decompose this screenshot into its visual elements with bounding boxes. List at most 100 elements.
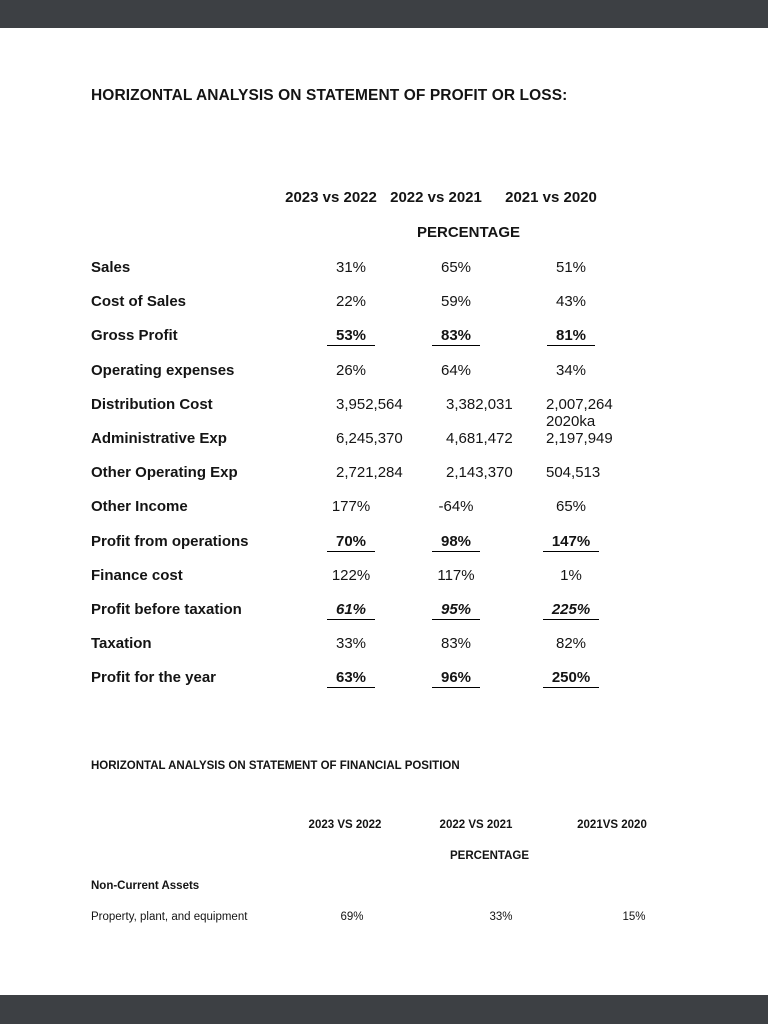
row-value: 177% — [296, 498, 406, 515]
section1-subheader: PERCENTAGE — [417, 224, 521, 241]
value-text: 15% — [622, 911, 646, 923]
row-value: 22% — [296, 293, 406, 310]
value-text: 3,952,564 — [336, 395, 403, 413]
row-label: Other Income — [91, 498, 188, 516]
value-text: 83% — [431, 327, 481, 347]
value-text: 2,197,949 — [546, 429, 613, 447]
row-value: 51% — [506, 259, 636, 276]
row-label: Sales — [91, 259, 131, 276]
value-text: 177% — [331, 498, 371, 516]
value-text: 147% — [542, 533, 600, 552]
row-value: 96% — [406, 669, 506, 689]
row-value: 3,952,564 — [296, 396, 406, 413]
row-value: 59% — [406, 293, 506, 310]
row-label: Property, plant, and equipment — [91, 911, 248, 923]
value-text: 81% — [546, 327, 596, 347]
row-value: 53% — [296, 327, 406, 347]
column-header: 2021VS 2020 — [577, 819, 647, 831]
value-text: 2,007,264 2020ka — [546, 395, 613, 430]
value-text: 43% — [555, 293, 587, 311]
column-header: 2021 vs 2020 — [505, 189, 597, 206]
value-text: 250% — [542, 669, 600, 689]
value-text: 51% — [555, 259, 587, 276]
row-value: 1% — [506, 567, 636, 584]
document-page: HORIZONTAL ANALYSIS ON STATEMENT OF PROF… — [0, 28, 768, 995]
row-value: 95% — [406, 601, 506, 620]
row-value: 63% — [296, 669, 406, 689]
value-text: 504,513 — [546, 464, 601, 482]
section1-table: Sales 31% 65% 51% Cost of Sales 22% 59% … — [0, 259, 768, 703]
section2-subheader: PERCENTAGE — [450, 850, 530, 862]
row-value: 2,007,264 2020ka — [506, 396, 636, 430]
row-value: 250% — [506, 669, 636, 689]
row-value: 504,513 — [506, 464, 636, 481]
value-text: 63% — [326, 669, 376, 689]
row-value: 82% — [506, 635, 636, 652]
section1-title: HORIZONTAL ANALYSIS ON STATEMENT OF PROF… — [91, 87, 568, 104]
value-text: 65% — [555, 498, 587, 516]
value-text: 2,143,370 — [446, 464, 513, 482]
table-row: Profit before taxation 61% 95% 225% — [0, 601, 768, 635]
row-value: 69% — [266, 911, 438, 942]
row-value: 117% — [406, 567, 506, 584]
column-header: 2022 vs 2021 — [390, 189, 482, 206]
row-value: 31% — [296, 259, 406, 276]
row-value: 15% — [564, 911, 704, 942]
row-label: Taxation — [91, 635, 152, 653]
value-text: 122% — [331, 566, 371, 584]
column-header: 2022 VS 2021 — [439, 819, 513, 831]
section2-table: Property, plant, and equipment 69% 33% 1… — [0, 911, 768, 942]
column-header: 2023 vs 2022 — [285, 189, 377, 206]
value-text: 69% — [340, 911, 364, 923]
row-value: 3,382,031 — [406, 396, 513, 413]
row-value: -64% — [406, 498, 506, 515]
value-text: 59% — [440, 293, 472, 311]
row-value: 4,681,472 — [406, 430, 513, 447]
row-value: 33% — [296, 635, 406, 652]
row-value: 83% — [406, 635, 506, 652]
column-header: 2023 VS 2022 — [308, 819, 382, 831]
row-value: 33% — [438, 911, 564, 942]
row-label: Other Operating Exp — [91, 464, 238, 482]
row-label: Cost of Sales — [91, 293, 187, 311]
row-value: 2,143,370 — [406, 464, 513, 481]
row-label: Profit before taxation — [91, 600, 242, 618]
row-value: 2,721,284 — [296, 464, 406, 481]
section1-column-headers: 2023 vs 2022 2022 vs 2021 2021 vs 2020 — [0, 189, 768, 206]
value-text: 98% — [431, 533, 481, 552]
table-row: Gross Profit 53% 83% 81% — [0, 327, 768, 361]
row-value: 122% — [296, 567, 406, 584]
value-text: 225% — [542, 601, 600, 620]
table-row: Cost of Sales 22% 59% 43% — [0, 293, 768, 327]
table-row: Sales 31% 65% 51% — [0, 259, 768, 293]
value-text: 82% — [555, 635, 587, 653]
row-label: Operating expenses — [91, 361, 235, 379]
row-value: 70% — [296, 533, 406, 552]
row-value: 83% — [406, 327, 506, 347]
table-row: Operating expenses 26% 64% 34% — [0, 362, 768, 396]
table-row: Profit from operations 70% 98% 147% — [0, 533, 768, 567]
header-spacer — [91, 189, 276, 206]
value-text: 2,721,284 — [336, 464, 403, 482]
row-value: 65% — [406, 259, 506, 276]
value-text: -64% — [438, 498, 474, 516]
row-label: Finance cost — [91, 566, 183, 584]
row-value: 43% — [506, 293, 636, 310]
row-label: Distribution Cost — [91, 395, 213, 413]
value-text: 22% — [335, 293, 367, 311]
table-row: Taxation 33% 83% 82% — [0, 635, 768, 669]
section2-title: HORIZONTAL ANALYSIS ON STATEMENT OF FINA… — [91, 760, 460, 772]
table-row: Other Income 177% -64% 65% — [0, 498, 768, 532]
value-text: 64% — [440, 361, 472, 379]
row-value: 98% — [406, 533, 506, 552]
row-label: Profit from operations — [91, 532, 249, 550]
row-value: 65% — [506, 498, 636, 515]
row-value: 64% — [406, 362, 506, 379]
value-text: 6,245,370 — [336, 429, 403, 447]
value-text: 96% — [431, 669, 481, 689]
value-text: 65% — [440, 259, 472, 276]
row-value: 225% — [506, 601, 636, 620]
header-spacer — [91, 819, 266, 831]
value-text: 33% — [335, 635, 367, 653]
value-text: 33% — [489, 911, 513, 923]
